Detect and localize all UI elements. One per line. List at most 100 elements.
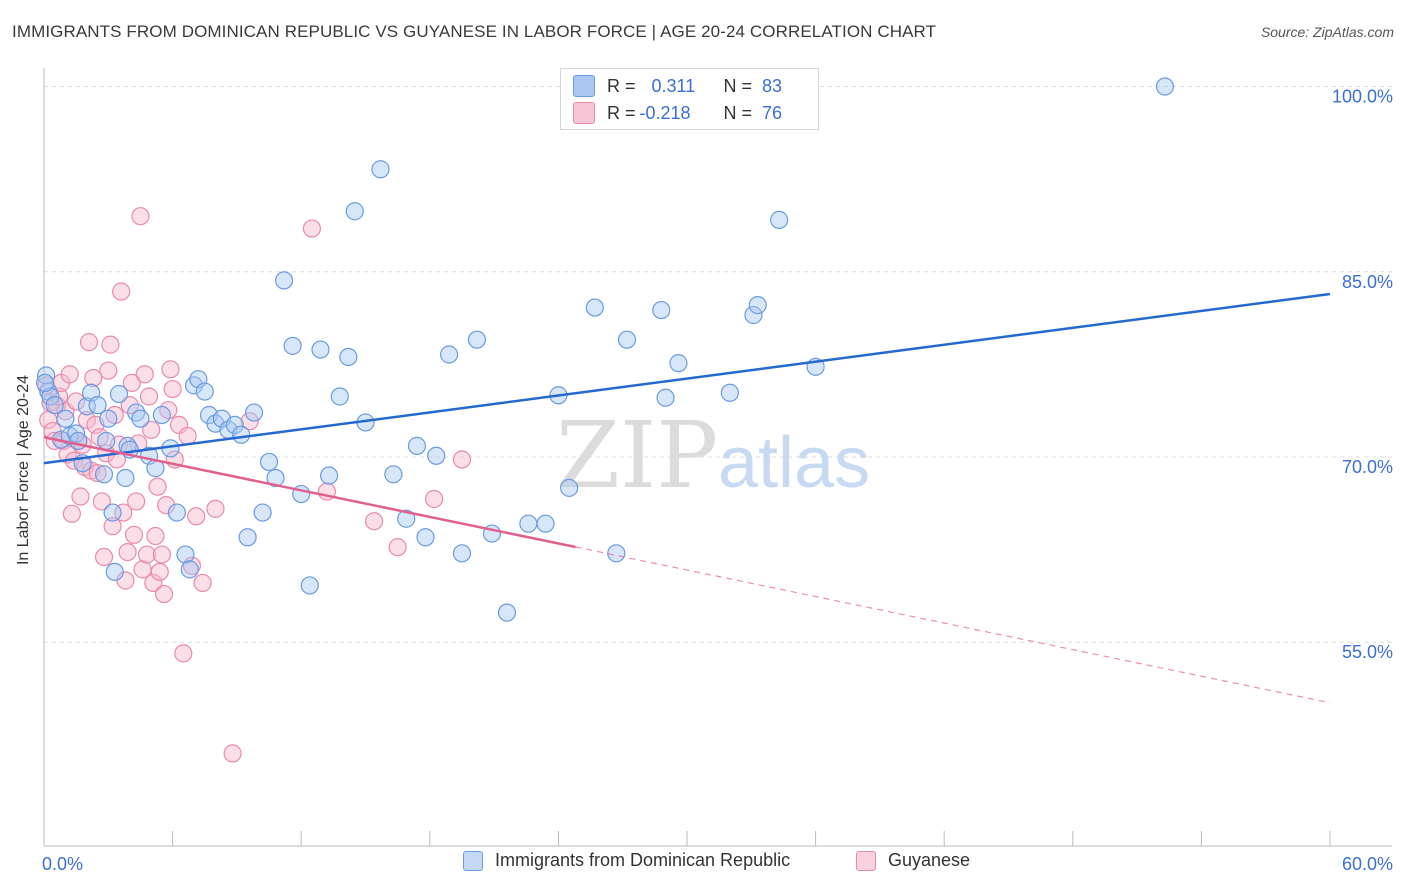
guyanese-point bbox=[302, 219, 322, 238]
guyanese-point bbox=[99, 361, 118, 380]
dominican-point bbox=[300, 576, 319, 595]
guyanese-point bbox=[424, 489, 444, 509]
x-tick-label: 60.0% bbox=[1342, 854, 1393, 874]
dominican-point bbox=[467, 330, 487, 349]
guyanese-trend-line bbox=[43, 436, 576, 549]
dominican-point bbox=[45, 396, 64, 415]
legend-swatch-blue bbox=[463, 850, 483, 871]
dominican-point bbox=[770, 210, 789, 229]
dominican-point bbox=[656, 388, 675, 407]
dominican-point bbox=[371, 160, 390, 179]
legend-item-dominican: Immigrants from Dominican Republic bbox=[463, 850, 790, 871]
correlation-legend: R = 0.311 N = 83 R = -0.218 N = 76 bbox=[560, 68, 819, 130]
dominican-point bbox=[1155, 77, 1175, 96]
guyanese-point bbox=[77, 410, 96, 430]
dominican-point bbox=[266, 468, 285, 488]
guyanese-point bbox=[139, 387, 159, 406]
gridlines bbox=[44, 86, 1392, 643]
guyanese-point bbox=[67, 392, 86, 411]
guyanese-point bbox=[163, 379, 182, 399]
legend-item-label: Immigrants from Dominican Republic bbox=[495, 850, 791, 870]
watermark-zip: ZIP bbox=[556, 402, 718, 509]
guyanese-point bbox=[364, 512, 384, 531]
x-tick-labels: 0.0% 60.0% bbox=[42, 854, 1393, 874]
guyanese-point bbox=[88, 463, 107, 483]
legend-row-guyanese: R = -0.218 N = 76 bbox=[573, 100, 782, 126]
legend-row-dominican: R = 0.311 N = 83 bbox=[573, 73, 782, 99]
legend-n-value: 76 bbox=[762, 102, 783, 123]
guyanese-point bbox=[178, 426, 197, 446]
chart-title: IMMIGRANTS FROM DOMINICAN REPUBLIC VS GU… bbox=[12, 22, 937, 41]
y-tick-label: 70.0% bbox=[1342, 457, 1393, 477]
guyanese-point bbox=[60, 365, 79, 384]
y-tick-label: 85.0% bbox=[1342, 272, 1393, 292]
legend-n-label: N = bbox=[723, 102, 753, 123]
dominican-point bbox=[259, 452, 279, 472]
dominican-point bbox=[225, 415, 244, 434]
x-tick-label: 0.0% bbox=[42, 854, 83, 874]
guyanese-point bbox=[157, 496, 176, 515]
dominican-point bbox=[427, 446, 446, 465]
guyanese-point bbox=[137, 545, 156, 564]
dominican-point bbox=[416, 528, 435, 547]
dominican-point bbox=[311, 340, 330, 359]
dominican-point bbox=[109, 384, 129, 404]
guyanese-point bbox=[388, 538, 407, 557]
guyanese-point bbox=[114, 503, 133, 522]
y-tick-label: 100.0% bbox=[1332, 87, 1393, 107]
legend-swatch-pink bbox=[573, 102, 595, 124]
guyanese-point bbox=[62, 504, 81, 523]
dominican-point bbox=[274, 271, 294, 290]
guyanese-point bbox=[154, 584, 174, 604]
guyanese-point bbox=[150, 562, 169, 581]
guyanese-point bbox=[71, 487, 90, 506]
dominican-point bbox=[41, 387, 60, 406]
guyanese-point bbox=[452, 450, 472, 469]
legend-r-label: R = bbox=[607, 102, 636, 123]
dominican-point bbox=[384, 465, 403, 484]
guyanese-point bbox=[101, 335, 120, 354]
legend-n-value: 83 bbox=[762, 75, 783, 96]
guyanese-point bbox=[131, 207, 150, 226]
dominican-point bbox=[720, 383, 739, 402]
dominican-point bbox=[35, 373, 55, 393]
dominican-point bbox=[131, 409, 150, 428]
dominican-point bbox=[94, 465, 114, 484]
dominican-point bbox=[99, 409, 118, 428]
legend-item-label: Guyanese bbox=[888, 850, 971, 870]
dominican-point bbox=[397, 509, 416, 528]
guyanese-point bbox=[94, 547, 114, 567]
dominican-point bbox=[439, 345, 459, 364]
dominican-point bbox=[97, 431, 116, 451]
guyanese-point bbox=[206, 499, 225, 518]
dominican-point bbox=[407, 436, 427, 455]
dominican-points bbox=[35, 77, 1175, 622]
dominican-point bbox=[560, 478, 579, 497]
guyanese-point bbox=[79, 333, 99, 352]
dominican-point bbox=[88, 396, 107, 415]
guyanese-point bbox=[127, 492, 146, 511]
dominican-point bbox=[585, 298, 604, 317]
guyanese-point bbox=[120, 396, 139, 415]
legend-swatch-blue bbox=[573, 75, 595, 97]
dominican-point bbox=[617, 330, 637, 349]
dominican-trend-line bbox=[43, 292, 1331, 465]
guyanese-point bbox=[148, 477, 167, 496]
dominican-point bbox=[452, 544, 472, 563]
series-legend: Immigrants from Dominican Republic Guyan… bbox=[0, 850, 1406, 878]
guyanese-point bbox=[223, 744, 242, 763]
dominican-point bbox=[253, 503, 272, 522]
guyanese-point bbox=[144, 573, 163, 593]
guyanese-point bbox=[146, 526, 165, 546]
dominican-point bbox=[319, 466, 339, 485]
dominican-point bbox=[652, 300, 671, 320]
guyanese-point bbox=[118, 542, 137, 562]
dominican-point bbox=[232, 425, 251, 444]
guyanese-points bbox=[37, 207, 472, 763]
y-tick-label: 55.0% bbox=[1342, 642, 1393, 662]
dominican-point bbox=[37, 366, 56, 385]
axes bbox=[43, 68, 1392, 847]
dominican-point bbox=[497, 603, 517, 622]
guyanese-point bbox=[187, 507, 206, 526]
